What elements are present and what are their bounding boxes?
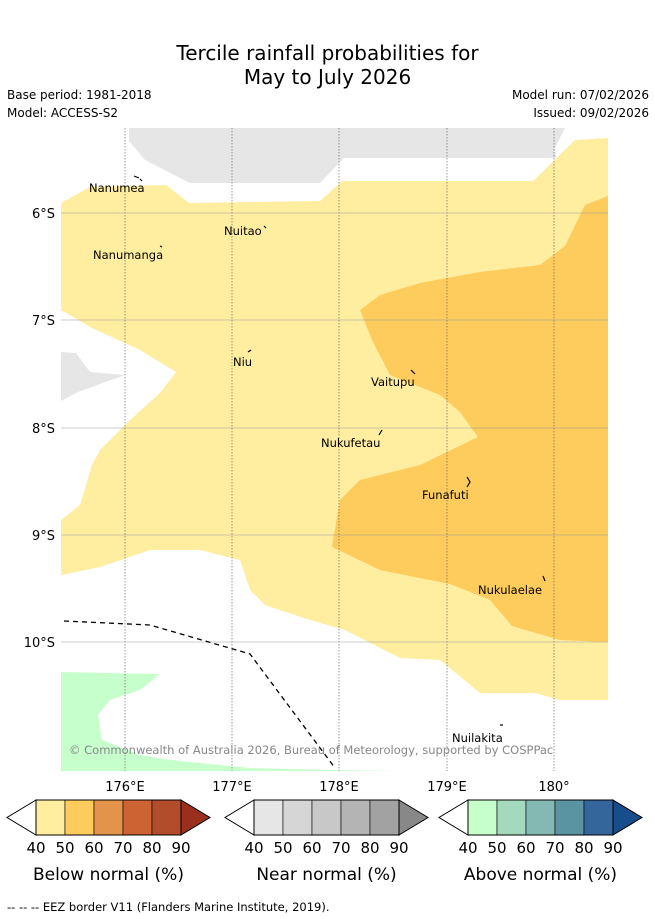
below-normal-50-60-region: [332, 196, 608, 642]
lon-label-180: 180°: [538, 780, 569, 795]
legend-below-tick: 60: [84, 839, 103, 857]
legend-below-under-arrow: [6, 799, 37, 836]
legend-below-segment: [64, 799, 95, 836]
legend-above-tick: 40: [458, 839, 477, 857]
legend-above-segment: [496, 799, 527, 836]
place-labels: Nanumea Nuitao Nanumanga Niu Vaitupu Nuk…: [89, 181, 542, 745]
legend-below-tick: 90: [171, 839, 190, 857]
legend-near-segment: [340, 799, 371, 836]
legend-near-tick: 50: [273, 839, 292, 857]
legend-above-outline: [467, 799, 614, 836]
legend-below-title: Below normal (%): [33, 865, 184, 885]
legend-near-over-arrow: [398, 799, 429, 836]
place-nukulaelae: Nukulaelae: [478, 583, 542, 597]
legend-below-over-arrow: [180, 799, 211, 836]
legend-above-tick: 90: [603, 839, 622, 857]
legend-below-tick: 70: [113, 839, 132, 857]
legend-near-segment: [369, 799, 400, 836]
legend-near-segment: [311, 799, 342, 836]
place-nanumanga: Nanumanga: [93, 248, 163, 262]
latitude-lines: [61, 212, 608, 643]
above-normal-40-50-region: [61, 672, 402, 771]
base-period-label: Base period: 1981-2018: [7, 88, 152, 102]
lon-label-178e: 178°E: [319, 780, 359, 795]
legend-below-segment: [35, 799, 66, 836]
legend-above-under-arrow: [438, 799, 469, 836]
place-nuilakita: Nuilakita: [452, 731, 503, 745]
legend-near-tick: 40: [244, 839, 263, 857]
lat-label-8s: 8°S: [32, 422, 55, 437]
place-niu: Niu: [233, 355, 252, 369]
legend-above-tick: 80: [574, 839, 593, 857]
legend-above-tick: 50: [487, 839, 506, 857]
legend-near-tick: 90: [389, 839, 408, 857]
model-run-label: Model run: 07/02/2026: [511, 88, 649, 102]
lat-label-7s: 7°S: [32, 314, 55, 329]
lat-label-9s: 9°S: [32, 529, 55, 544]
no-signal-region-west: [61, 310, 176, 520]
model-label: Model: ACCESS-S2: [7, 106, 119, 120]
legend-above-tick: 70: [545, 839, 564, 857]
legend-above-segment: [554, 799, 585, 836]
legend-above-normal: 40 50 60 70 80 90 Above normal (%): [438, 799, 643, 885]
legend-above-title: Above normal (%): [464, 865, 617, 885]
lon-label-176e: 176°E: [105, 780, 145, 795]
place-nukufetau: Nukufetau: [321, 436, 380, 450]
near-normal-region-west-overlay: [61, 352, 125, 401]
legend-near-tick: 70: [331, 839, 350, 857]
near-normal-region-north: [129, 128, 565, 183]
latitude-axis: 6°S 7°S 8°S 9°S 10°S: [24, 207, 55, 651]
legend-near-tick: 80: [360, 839, 379, 857]
legend-below-outline: [35, 799, 182, 836]
lon-label-177e: 177°E: [212, 780, 252, 795]
legend-near-segment: [253, 799, 284, 836]
lon-label-179e: 179°E: [427, 780, 467, 795]
legend-near-segment: [282, 799, 313, 836]
legend-below-segment: [122, 799, 153, 836]
place-nanumea: Nanumea: [89, 181, 145, 195]
legend-above-tick: 60: [516, 839, 535, 857]
legend-near-tick: 60: [302, 839, 321, 857]
legend-near-outline: [253, 799, 400, 836]
place-vaitupu: Vaitupu: [371, 375, 415, 389]
issued-label: Issued: 09/02/2026: [533, 106, 649, 120]
island-marks: [133, 175, 546, 726]
legend-below-tick: 80: [142, 839, 161, 857]
legend-below-tick: 50: [55, 839, 74, 857]
lat-label-6s: 6°S: [32, 207, 55, 222]
legend-near-normal: 40 50 60 70 80 90 Near normal (%): [224, 799, 429, 885]
graticule: [124, 128, 555, 771]
title-line-1: Tercile rainfall probabilities for: [176, 41, 479, 65]
legend-near-under-arrow: [224, 799, 255, 836]
map-area: Nanumea Nuitao Nanumanga Niu Vaitupu Nuk…: [61, 128, 608, 771]
legend-below-normal: 40 50 60 70 80 90 Below normal (%): [6, 799, 211, 885]
legend-below-tick: 40: [26, 839, 45, 857]
map-attribution: © Commonwealth of Australia 2026, Bureau…: [69, 743, 553, 757]
legend-above-segment: [467, 799, 498, 836]
eez-footnote: -- -- -- EEZ border V11 (Flanders Marine…: [7, 900, 330, 914]
legend-near-title: Near normal (%): [256, 865, 396, 885]
legend-above-segment: [525, 799, 556, 836]
legend-above-segment: [583, 799, 614, 836]
legend-above-over-arrow: [612, 799, 643, 836]
longitude-axis: 176°E 177°E 178°E 179°E 180°: [105, 780, 569, 795]
legend-below-segment: [93, 799, 124, 836]
eez-border: [63, 620, 336, 769]
lat-label-10s: 10°S: [24, 636, 55, 651]
title-line-2: May to July 2026: [243, 65, 412, 89]
legend-below-segment: [151, 799, 182, 836]
place-nuitao: Nuitao: [224, 224, 262, 238]
place-funafuti: Funafuti: [422, 488, 469, 502]
